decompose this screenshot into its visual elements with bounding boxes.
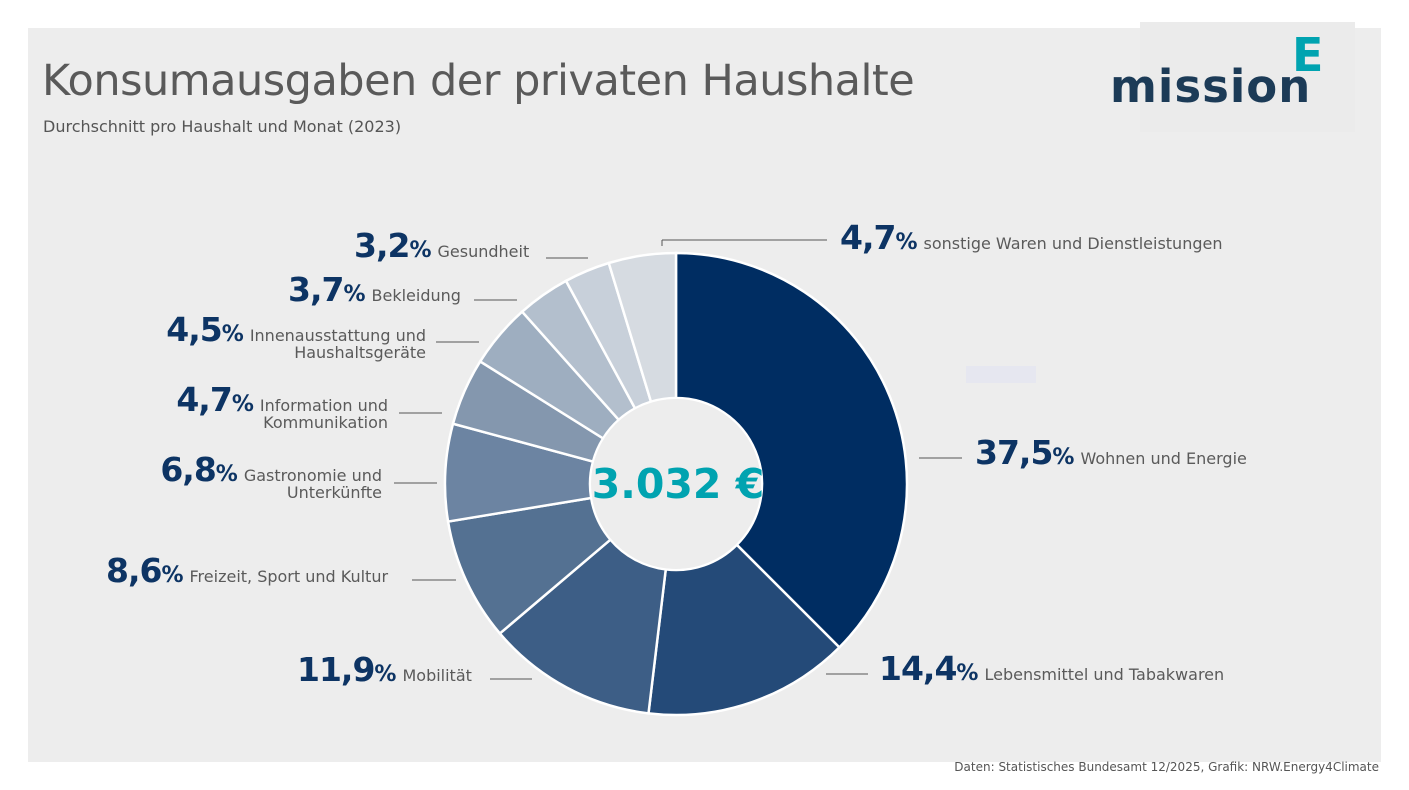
total-value: 3.032 €: [591, 460, 765, 508]
label-value: 4,7: [840, 218, 896, 257]
label-bekleidung: 3,7% Bekleidung: [288, 270, 461, 309]
donut-slice-1: [647, 543, 842, 717]
label-value: 3,2: [354, 226, 410, 265]
donut-slice-9: [607, 251, 678, 404]
label-name-line2: Haushaltsgeräte: [294, 343, 426, 362]
source-note: Daten: Statistisches Bundesamt 12/2025, …: [954, 760, 1379, 774]
label-sonstige: 4,7% sonstige Waren und Dienstleistungen: [840, 218, 1223, 257]
label-name: Wohnen und Energie: [1080, 449, 1247, 468]
label-value: 14,4: [879, 649, 957, 688]
page-title: Konsumausgaben der privaten Haushalte: [42, 56, 915, 106]
label-gastronomie: 6,8% Gastronomie und Unterkünfte: [160, 450, 382, 502]
label-name: Mobilität: [402, 666, 472, 685]
label-mobilitaet: 11,9% Mobilität: [297, 650, 472, 689]
label-name-line2: Kommunikation: [263, 413, 388, 432]
label-gesundheit: 3,2% Gesundheit: [354, 226, 530, 265]
logo-text: mission: [1110, 60, 1312, 113]
label-value: 4,7: [176, 380, 232, 419]
donut-slice-0: [674, 251, 909, 650]
label-lebensmittel: 14,4% Lebensmittel und Tabakwaren: [879, 649, 1225, 688]
label-name: Gesundheit: [437, 242, 530, 261]
label-value: 11,9: [297, 650, 375, 689]
donut-slice-2: [498, 537, 668, 715]
label-name: sonstige Waren und Dienstleistungen: [923, 234, 1223, 253]
label-wohnen-energie: 37,5% Wohnen und Energie: [975, 433, 1247, 472]
label-value: 6,8: [160, 450, 216, 489]
label-value: 4,5: [166, 310, 222, 349]
label-name-line2: Unterkünfte: [286, 483, 382, 502]
label-value: 3,7: [288, 270, 344, 309]
label-name: Lebensmittel und Tabakwaren: [984, 665, 1225, 684]
label-information: 4,7% Information und Kommunikation: [176, 380, 388, 432]
label-value: 37,5: [975, 433, 1053, 472]
label-name: Freizeit, Sport und Kultur: [189, 567, 389, 586]
mission-e-logo: mission E: [1110, 22, 1355, 132]
page-subtitle: Durchschnitt pro Haushalt und Monat (202…: [43, 117, 402, 136]
label-freizeit: 8,6% Freizeit, Sport und Kultur: [106, 551, 389, 590]
logo-accent-letter: E: [1292, 28, 1324, 82]
donut-hole: [591, 399, 761, 569]
label-name-line1: Information und: [259, 396, 388, 415]
label-value: 8,6: [106, 551, 162, 590]
label-innenausstattung: 4,5% Innenausstattung und Haushaltsgeräte: [166, 310, 426, 362]
label-name-line1: Gastronomie und: [243, 466, 382, 485]
decorative-bar: [966, 366, 1036, 383]
label-name-line1: Innenausstattung und: [249, 326, 426, 345]
label-name: Bekleidung: [371, 286, 461, 305]
